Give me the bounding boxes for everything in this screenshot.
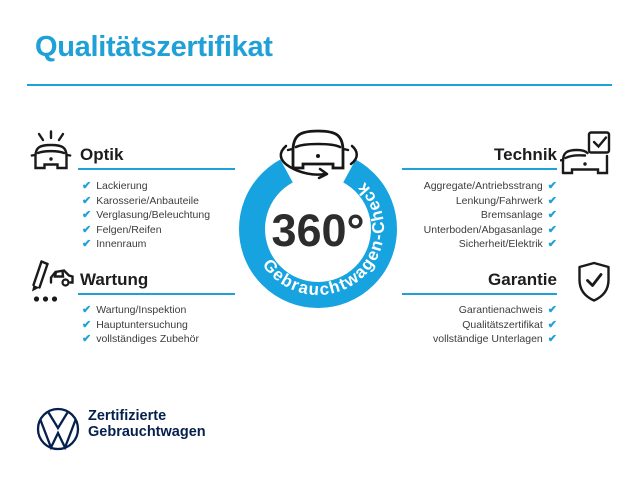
check-item-label: Garantienachweis <box>458 304 543 316</box>
check-icon: ✔ <box>547 238 557 251</box>
check-icon: ✔ <box>82 318 92 331</box>
check-icon: ✔ <box>82 223 92 236</box>
section-underline-wartung <box>78 293 235 295</box>
brand-line-1: Zertifizierte <box>88 408 167 424</box>
check-item-label: vollständiges Zubehör <box>96 333 199 346</box>
check-item: ✔ Verglasung/Beleuchtung <box>82 208 210 223</box>
360-check-ring: Gebrauchtwagen-Check 360° <box>239 122 397 308</box>
check-icon: ✔ <box>547 194 557 207</box>
check-item: Garantienachweis ✔ <box>433 303 557 318</box>
section-heading-wartung: Wartung <box>80 270 149 289</box>
check-icon: ✔ <box>82 238 92 251</box>
check-item-label: Aggregate/Antriebsstrang <box>423 180 543 192</box>
check-item-label: Karosserie/Anbauteile <box>96 194 199 207</box>
check-item-label: Lackierung <box>96 180 148 192</box>
checklist-optik: ✔ Lackierung ✔ Karosserie/Anbauteile ✔ Vergla… <box>82 179 210 252</box>
check-icon: ✔ <box>547 304 557 316</box>
check-icon: ✔ <box>82 304 92 316</box>
check-icon: ✔ <box>547 223 557 236</box>
check-icon: ✔ <box>82 180 92 192</box>
check-item: Sicherheit/Elektrik ✔ <box>424 237 557 252</box>
pen-car-icon <box>32 260 74 302</box>
section-underline-technik <box>402 168 557 170</box>
checklist-wartung: ✔ Wartung/Inspektion ✔ Hauptuntersuchung ✔ vo… <box>82 303 199 347</box>
check-item-label: Felgen/Reifen <box>96 223 162 236</box>
car-rotation-icon <box>279 129 358 180</box>
check-item: ✔ Wartung/Inspektion <box>82 303 199 318</box>
check-item: ✔ Karosserie/Anbauteile <box>82 194 210 209</box>
section-heading-garantie: Garantie <box>488 270 557 289</box>
check-item-label: Bremsanlage <box>480 209 543 222</box>
check-item: vollständige Unterlagen ✔ <box>433 332 557 347</box>
check-item: Qualitätszertifikat ✔ <box>433 318 557 333</box>
check-item: Unterboden/Abgasanlage ✔ <box>424 223 557 238</box>
shield-check-icon <box>578 261 610 302</box>
title-divider <box>27 84 612 86</box>
check-item: ✔ Hauptuntersuchung <box>82 318 199 333</box>
check-item: ✔ Lackierung <box>82 179 210 194</box>
check-icon: ✔ <box>547 180 557 192</box>
check-item: Lenkung/Fahrwerk ✔ <box>424 194 557 209</box>
check-icon: ✔ <box>547 209 557 222</box>
page-title: Qualitätszertifikat <box>35 31 273 63</box>
car-checkbox-icon <box>560 131 611 175</box>
vw-logo <box>36 407 80 451</box>
check-item-label: Lenkung/Fahrwerk <box>455 194 543 207</box>
check-item-label: Innenraum <box>96 238 147 251</box>
360-label: 360° <box>271 205 364 256</box>
check-icon: ✔ <box>547 318 557 331</box>
brand-line-2: Gebrauchtwagen <box>88 423 206 440</box>
check-item-label: vollständige Unterlagen <box>433 333 543 346</box>
check-item: Bremsanlage ✔ <box>424 208 557 223</box>
checklist-garantie: Garantienachweis ✔ Qualitätszertifikat ✔ vol… <box>433 303 557 347</box>
check-item: ✔ Innenraum <box>82 237 210 252</box>
check-item-label: Hauptuntersuchung <box>96 318 188 331</box>
check-item-label: Qualitätszertifikat <box>462 318 543 331</box>
car-shine-icon <box>30 130 72 170</box>
check-icon: ✔ <box>82 333 92 346</box>
checklist-technik: Aggregate/Antriebsstrang ✔ Lenkung/Fahrwer… <box>424 179 557 252</box>
section-heading-technik: Technik <box>494 145 557 164</box>
check-item-label: Verglasung/Beleuchtung <box>96 209 211 222</box>
check-item: Aggregate/Antriebsstrang ✔ <box>424 179 557 194</box>
section-heading-optik: Optik <box>80 145 124 164</box>
check-item-label: Wartung/Inspektion <box>96 304 187 316</box>
check-icon: ✔ <box>547 333 557 346</box>
brand-text: Zertifizierte Gebrauchtwagen <box>88 408 206 440</box>
section-underline-optik <box>78 168 235 170</box>
check-icon: ✔ <box>82 194 92 207</box>
check-item-label: Sicherheit/Elektrik <box>458 238 543 251</box>
check-item-label: Unterboden/Abgasanlage <box>423 223 543 236</box>
check-item: ✔ Felgen/Reifen <box>82 223 210 238</box>
section-underline-garantie <box>402 293 557 295</box>
check-item: ✔ vollständiges Zubehör <box>82 332 199 347</box>
check-icon: ✔ <box>82 209 92 222</box>
